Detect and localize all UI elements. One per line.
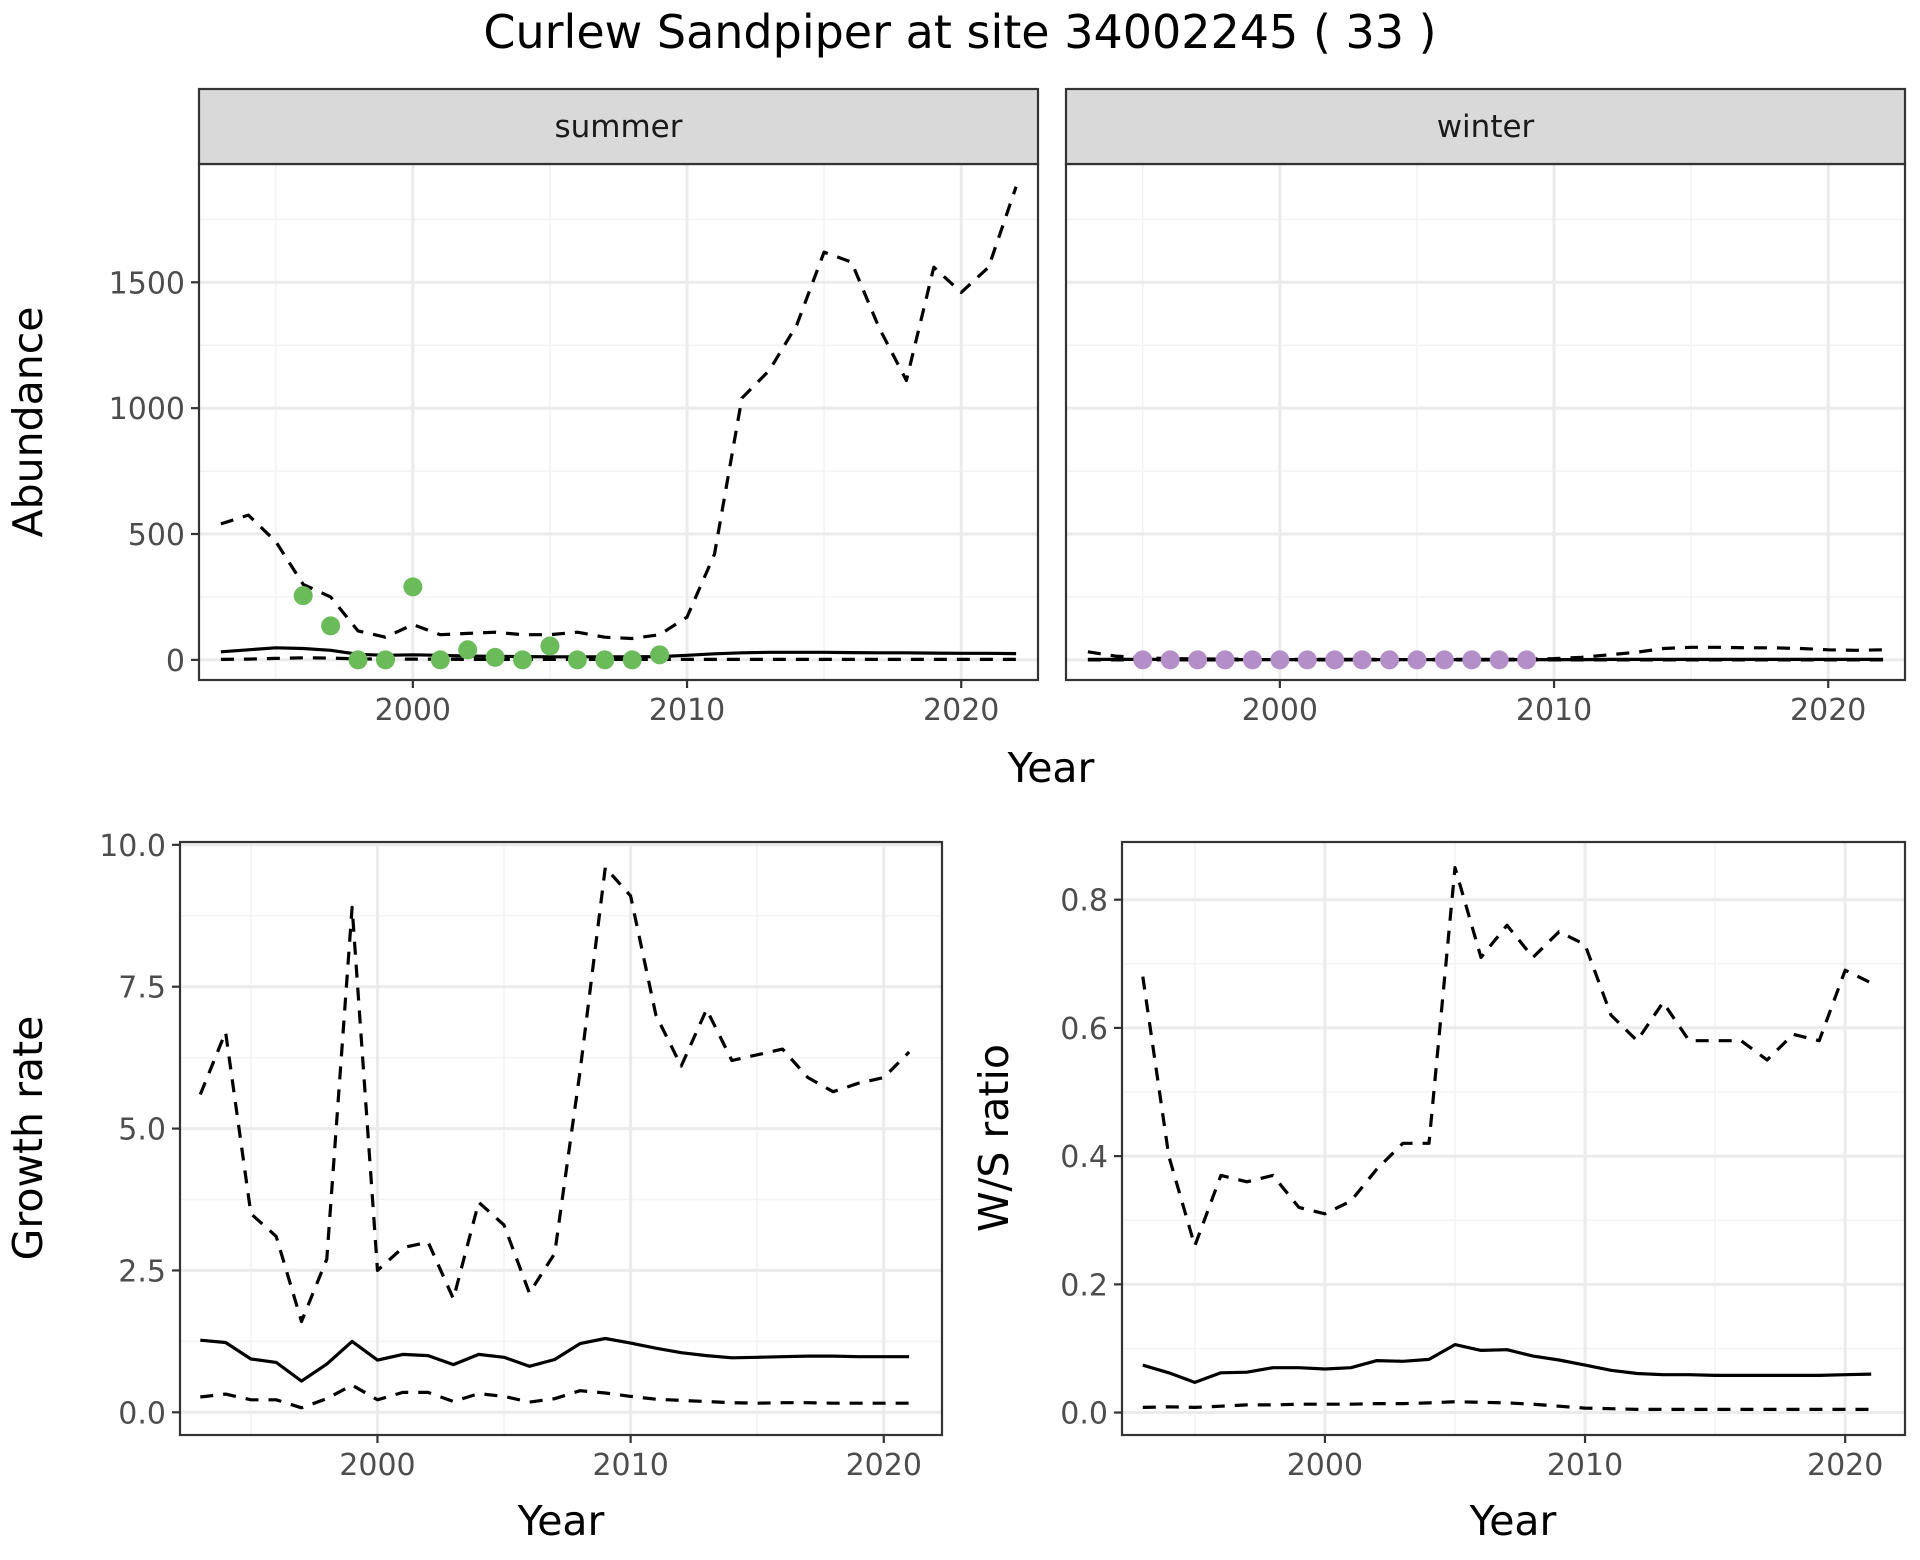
y-tick-label: 0.2 xyxy=(1060,1268,1108,1303)
y-tick-label: 10.0 xyxy=(99,829,166,864)
panel-growth-rate: 2000 2010 2020 0.0 2.5 5.0 7.5 10.0 Growth rate Y… xyxy=(4,829,944,1545)
data-point xyxy=(375,650,395,670)
dashed-series-line xyxy=(1087,645,1884,661)
facet-strip xyxy=(197,87,1040,166)
data-point xyxy=(513,650,533,670)
x-tick-label: 2010 xyxy=(649,693,725,728)
data-point xyxy=(1133,650,1153,670)
top-x-axis-title: Year xyxy=(1007,744,1095,792)
data-point xyxy=(1215,650,1235,670)
panel-ws-ratio: 2000 2010 2020 0.0 0.2 0.4 0.6 0.8 W/S ratio Year xyxy=(970,840,1907,1545)
solid-series-line xyxy=(1142,1343,1872,1384)
data-point xyxy=(1407,650,1427,670)
x-tick-label: 2020 xyxy=(923,693,999,728)
panel-border xyxy=(1064,162,1907,682)
y-tick-label: 0.4 xyxy=(1060,1140,1108,1175)
data-point xyxy=(1325,650,1345,670)
x-tick-label: 2000 xyxy=(339,1448,415,1483)
dashed-series-line xyxy=(220,186,1018,641)
y-axis-title: W/S ratio xyxy=(970,1044,1018,1232)
panel-summer-abundance: summer 2000 2010 2020 0 500 1000 1500 Abundance xyxy=(4,87,1040,728)
y-tick-label: 0.0 xyxy=(118,1396,166,1431)
x-tick-label: 2000 xyxy=(1287,1448,1363,1483)
data-point xyxy=(458,640,478,660)
data-point xyxy=(321,616,341,636)
data-point xyxy=(1188,650,1208,670)
data-point xyxy=(622,650,642,670)
data-point xyxy=(348,650,368,670)
data-point xyxy=(567,650,587,670)
panel-border xyxy=(1120,840,1907,1437)
y-tick-label: 500 xyxy=(128,518,185,553)
data-point xyxy=(1434,650,1454,670)
panel-winter-abundance: winter 2000 2010 2020 xyxy=(1064,87,1907,728)
facet-label: summer xyxy=(554,109,682,145)
x-tick-label: 2010 xyxy=(1547,1448,1623,1483)
data-point xyxy=(650,645,670,665)
dashed-series-line xyxy=(220,656,1017,661)
data-point xyxy=(1352,650,1372,670)
dashed-series-line xyxy=(1141,866,1872,1248)
data-point xyxy=(1462,650,1482,670)
data-point xyxy=(1160,650,1180,670)
panel-border xyxy=(197,162,1040,682)
x-tick-label: 2020 xyxy=(1807,1448,1883,1483)
x-tick-label: 2010 xyxy=(592,1448,668,1483)
data-point xyxy=(595,650,615,670)
y-tick-label: 0 xyxy=(166,644,185,679)
facet-strip xyxy=(1064,87,1907,166)
data-point xyxy=(430,650,450,670)
facet-label: winter xyxy=(1437,109,1535,145)
data-point xyxy=(1517,650,1537,670)
data-point xyxy=(485,647,505,667)
dashed-series-line xyxy=(1142,1400,1872,1411)
solid-series-line xyxy=(200,1336,910,1383)
data-point xyxy=(403,577,423,597)
y-axis-title: Abundance xyxy=(4,307,52,538)
panel-border xyxy=(178,840,944,1437)
y-tick-label: 5.0 xyxy=(118,1113,166,1148)
y-tick-label: 0.6 xyxy=(1060,1012,1108,1047)
y-tick-label: 0.8 xyxy=(1060,884,1108,919)
x-tick-label: 2000 xyxy=(375,693,451,728)
x-axis-title: Year xyxy=(517,1497,605,1545)
dashed-series-line xyxy=(198,865,911,1324)
dashed-series-line xyxy=(200,1383,910,1410)
x-tick-label: 2020 xyxy=(1790,693,1866,728)
y-axis-title: Growth rate xyxy=(4,1016,52,1261)
x-tick-label: 2020 xyxy=(846,1448,922,1483)
y-tick-label: 1500 xyxy=(109,266,185,301)
x-tick-label: 2000 xyxy=(1242,693,1318,728)
chart-title: Curlew Sandpiper at site 34002245 ( 33 ) xyxy=(483,5,1436,59)
data-point xyxy=(293,586,313,606)
y-tick-label: 7.5 xyxy=(118,971,166,1006)
data-point xyxy=(1242,650,1262,670)
x-axis-title: Year xyxy=(1469,1497,1557,1545)
data-point xyxy=(540,636,560,656)
solid-series-line xyxy=(220,646,1017,659)
y-tick-label: 2.5 xyxy=(118,1254,166,1289)
data-point xyxy=(1297,650,1317,670)
data-point xyxy=(1380,650,1400,670)
x-tick-label: 2010 xyxy=(1516,693,1592,728)
data-point xyxy=(1489,650,1509,670)
data-point xyxy=(1270,650,1290,670)
y-tick-label: 1000 xyxy=(109,392,185,427)
y-tick-label: 0.0 xyxy=(1060,1397,1108,1432)
